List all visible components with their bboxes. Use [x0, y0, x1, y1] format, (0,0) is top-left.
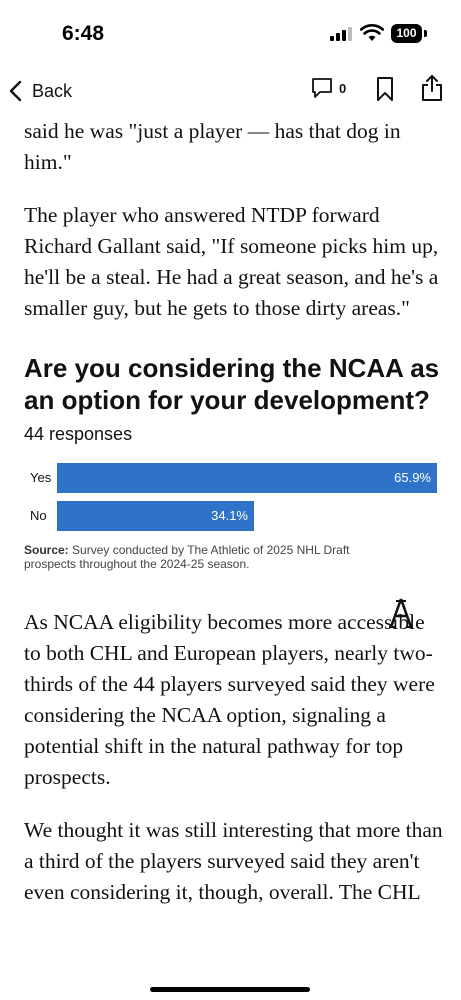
bar-category-label: Yes	[30, 470, 52, 485]
bar-track: 34.1%	[57, 501, 437, 531]
home-indicator	[150, 987, 310, 992]
comment-count: 0	[339, 80, 347, 96]
source-text: Survey conducted by The Athletic of 2025…	[24, 543, 350, 571]
chevron-left-icon	[9, 80, 22, 102]
bar-row: No 34.1%	[24, 501, 444, 531]
poll-chart: Are you considering the NCAA as an optio…	[24, 352, 444, 571]
bar-value-label: 34.1%	[211, 508, 248, 523]
source-label: Source:	[24, 543, 69, 557]
article-body: said he was "just a player — has that do…	[24, 112, 444, 930]
poll-title: Are you considering the NCAA as an optio…	[24, 353, 440, 415]
status-time: 6:48	[62, 22, 105, 45]
bar-no: 34.1%	[57, 501, 254, 531]
bar-track: 65.9%	[57, 463, 437, 493]
article-paragraph: said he was "just a player — has that do…	[24, 119, 401, 174]
cellular-signal-icon	[330, 27, 352, 41]
battery-icon: 100	[391, 24, 422, 43]
bar-value-label: 65.9%	[394, 470, 431, 485]
share-button[interactable]	[421, 74, 443, 107]
status-bar: 6:48 100	[0, 0, 461, 64]
comments-button[interactable]: 0	[311, 77, 346, 99]
poll-bars: Yes 65.9% No 34.1%	[24, 463, 444, 531]
comment-icon	[312, 78, 332, 98]
article-paragraph: As NCAA eligibility becomes more accessi…	[24, 610, 435, 789]
bar-yes: 65.9%	[57, 463, 437, 493]
share-icon	[422, 75, 442, 101]
back-label: Back	[32, 80, 73, 101]
article-paragraph: We thought it was still interesting that…	[24, 818, 443, 904]
article-paragraph: The player who answered NTDP forward Ric…	[24, 203, 439, 320]
article-navbar: Back 0	[0, 68, 461, 112]
the-athletic-logo-icon	[389, 598, 413, 628]
poll-responses: 44 responses	[24, 424, 133, 444]
chart-source: Source: Survey conducted by The Athletic…	[24, 543, 384, 571]
back-button[interactable]: Back	[8, 76, 72, 106]
bookmark-button[interactable]	[376, 76, 394, 107]
bar-row: Yes 65.9%	[24, 463, 444, 493]
bar-category-label: No	[30, 508, 47, 523]
bookmark-icon	[377, 77, 393, 101]
wifi-icon	[360, 24, 384, 41]
battery-nub	[424, 30, 427, 37]
